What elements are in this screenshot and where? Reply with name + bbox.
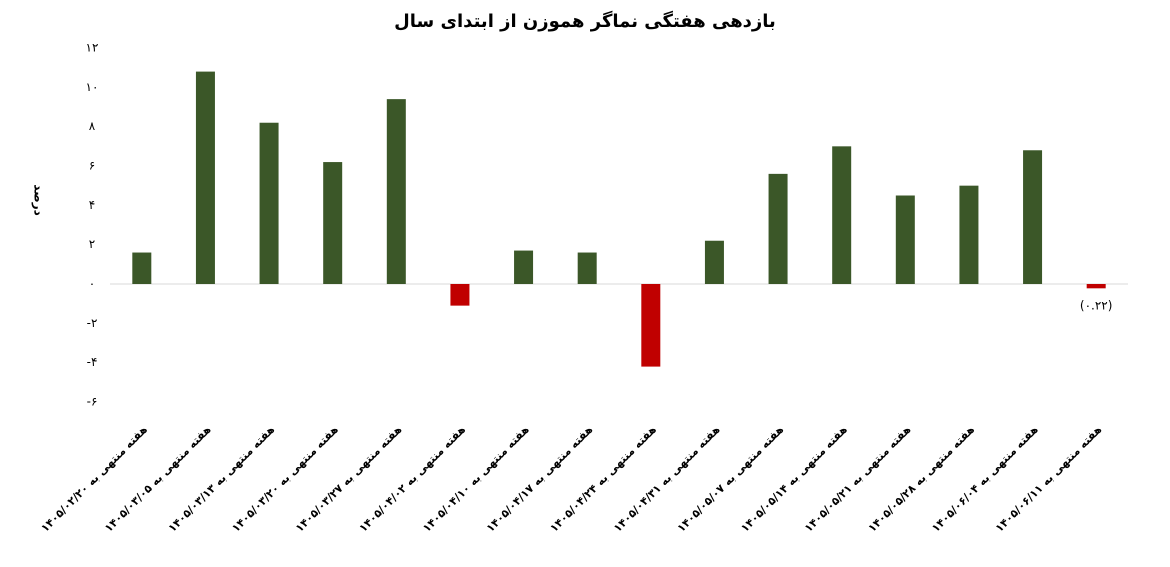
bar <box>832 146 852 284</box>
bar <box>514 250 534 284</box>
y-tick-label: ۶ <box>89 159 95 173</box>
y-tick-label: -۴ <box>87 355 98 369</box>
bar <box>259 122 279 284</box>
y-tick-label: ۸ <box>89 119 96 133</box>
y-tick-label: -۲ <box>87 316 98 330</box>
y-tick-label: ۲ <box>89 237 95 251</box>
y-tick-label: ۴ <box>89 198 95 212</box>
bar <box>450 284 470 306</box>
y-tick-label: ۱۲ <box>86 41 99 55</box>
bar <box>895 195 915 284</box>
y-tick-label: -۶ <box>87 395 98 409</box>
bar <box>386 99 406 284</box>
bar <box>195 71 215 284</box>
bar <box>323 162 343 284</box>
y-tick-label: ۱۰ <box>86 80 99 94</box>
bar <box>577 252 597 284</box>
value-label: (۰.۲۲) <box>1080 299 1113 313</box>
chart-title: بازدهی هفتگی نماگر هموزن از ابتدای سال <box>394 10 776 32</box>
bar <box>704 240 724 284</box>
bar <box>959 185 979 284</box>
bar <box>1023 150 1043 284</box>
bar <box>132 252 152 284</box>
y-axis-label: درصد <box>32 184 46 216</box>
bar <box>1086 284 1106 289</box>
bar <box>768 173 788 284</box>
y-tick-label: ۰ <box>89 277 95 291</box>
bar <box>641 284 661 367</box>
